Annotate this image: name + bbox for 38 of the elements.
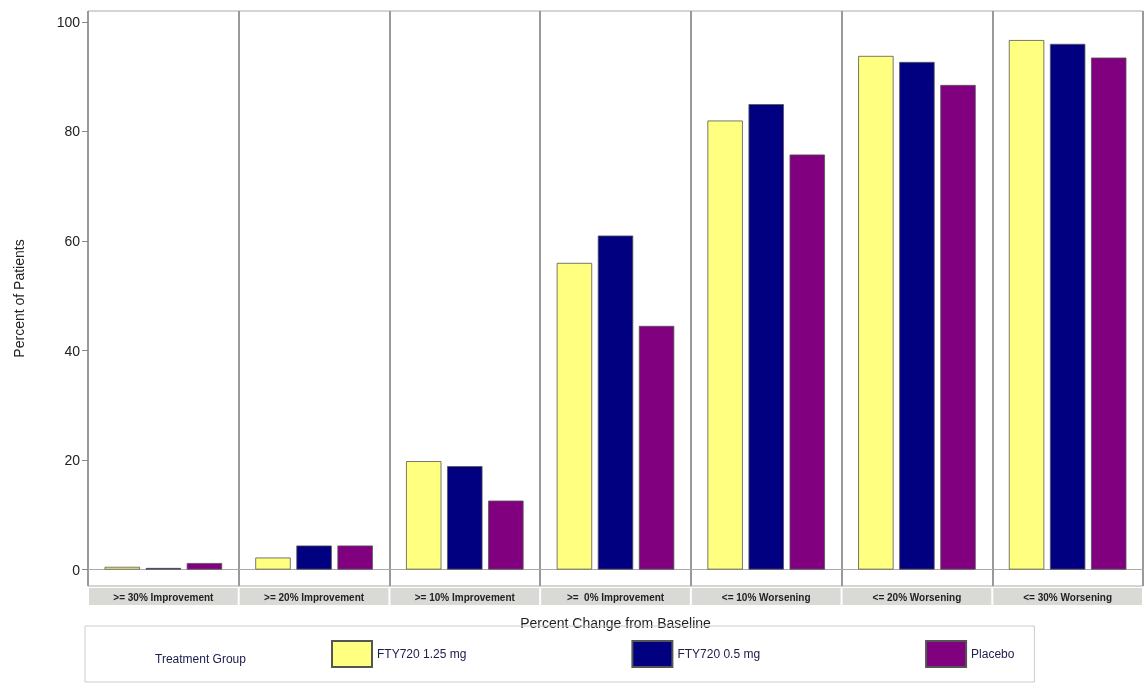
bar (406, 461, 442, 570)
bar (186, 563, 223, 570)
bar (789, 154, 825, 570)
bar (488, 500, 524, 570)
x-tick-label: <= 10% Worsening (721, 591, 811, 603)
bar (337, 545, 373, 570)
x-tick-label: >= 20% Improvement (264, 591, 365, 603)
y-tick-label: 0 (72, 561, 81, 578)
bar (940, 84, 976, 570)
y-tick-label: 20 (64, 452, 81, 469)
x-axis-title: Percent Change from Baseline (520, 615, 712, 631)
legend-title: Treatment Group (155, 652, 247, 666)
bar (255, 557, 291, 570)
x-tick-label: <= 20% Worsening (872, 591, 962, 603)
legend-label: FTY720 1.25 mg (377, 647, 467, 661)
bar (858, 55, 894, 570)
bar (638, 325, 675, 570)
bar (296, 545, 332, 570)
bar (1049, 43, 1086, 570)
bar (707, 120, 743, 570)
y-tick-label: 60 (64, 233, 81, 249)
y-tick-label: 100 (56, 13, 81, 30)
bar (899, 61, 935, 570)
y-tick-label: 40 (64, 342, 81, 359)
bar (1091, 57, 1127, 570)
x-tick-label: <= 30% Worsening (1023, 591, 1113, 603)
y-axis-title: Percent of Patients (11, 239, 27, 358)
bar (1008, 40, 1045, 570)
x-tick-label: >= 10% Improvement (414, 591, 516, 603)
x-tick-label: >= 30% Improvement (113, 591, 215, 603)
bar (748, 104, 784, 570)
bar (556, 262, 593, 570)
y-tick-label: 80 (64, 123, 81, 140)
x-tick-label: >= 0% Improvement (566, 591, 665, 603)
legend-label: FTY720 0.5 mg (677, 647, 761, 661)
legend-label: Placebo (971, 647, 1015, 661)
bar (447, 466, 483, 570)
bar (597, 235, 634, 570)
